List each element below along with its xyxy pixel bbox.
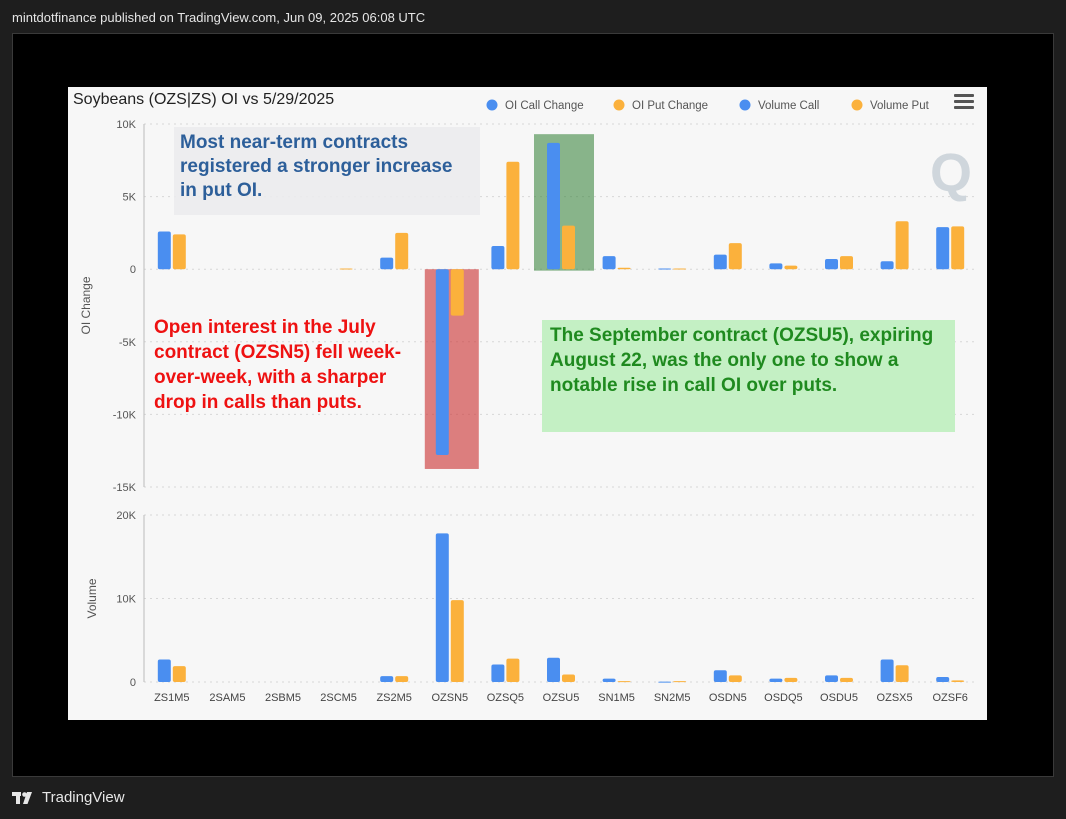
oi-volume-chart: 10K 5K 0 -5K -10K -15K 20K 10K 0 ZS1M5 2SAM5 2SBM5 2…: [73, 91, 978, 704]
y-tick-label: 5K: [123, 192, 137, 204]
oi-bar: [450, 269, 464, 316]
oi-bar: [784, 265, 798, 270]
volume-bar: [895, 665, 909, 682]
oi-bar: [880, 261, 894, 270]
volume-bar: [435, 533, 449, 682]
volume-bar: [172, 666, 186, 682]
oi-bar: [728, 243, 742, 270]
x-tick-label: OZSF6: [932, 692, 967, 704]
volume-bar: [506, 658, 520, 682]
y-axis-title: Volume: [85, 578, 99, 618]
oi-bar: [936, 227, 950, 270]
volume-bar: [450, 600, 464, 682]
oi-bar: [825, 259, 838, 270]
legend-marker: [851, 99, 863, 111]
x-tick-label: OSDU5: [820, 692, 858, 704]
oi-bar: [562, 225, 575, 270]
red-annotation: Open interest in the July contract (OZSN…: [154, 317, 402, 413]
volume-bar: [617, 681, 631, 683]
x-tick-label: OZSN5: [431, 692, 468, 704]
volume-bar: [713, 670, 727, 682]
legend-marker: [739, 99, 751, 111]
volume-bar: [825, 675, 838, 682]
y-tick-label: -5K: [119, 337, 137, 349]
x-tick-label: 2SBM5: [265, 692, 301, 704]
oi-bar: [547, 142, 560, 270]
x-tick-label: ZS2M5: [376, 692, 411, 704]
legend-marker: [486, 99, 498, 111]
publisher-header: mintdotfinance published on TradingView.…: [12, 10, 426, 25]
oi-bar: [380, 257, 394, 270]
y-tick-label: -10K: [113, 409, 137, 421]
x-tick-label: OSDN5: [709, 692, 747, 704]
volume-bar: [380, 676, 394, 682]
x-tick-label: OZSQ5: [487, 692, 524, 704]
oi-bar: [172, 234, 186, 270]
legend-label: OI Call Change: [505, 100, 584, 112]
chart-panel: 10K 5K 0 -5K -10K -15K 20K 10K 0 ZS1M5 2SAM5 2SBM5 2…: [68, 87, 987, 720]
oi-bar: [658, 268, 672, 270]
oi-bar: [713, 254, 727, 270]
footer-brand: TradingView: [42, 789, 125, 806]
volume-bar: [728, 675, 742, 682]
tradingview-logo-icon: [12, 791, 32, 804]
oi-bar: [769, 263, 783, 270]
legend-label: Volume Put: [870, 100, 930, 112]
y-tick-label: 10K: [116, 119, 136, 131]
y-tick-label: -15K: [113, 482, 137, 494]
y-tick-label: 10K: [116, 594, 136, 606]
volume-bar: [491, 664, 505, 682]
volume-bar: [769, 678, 783, 682]
x-tick-label: SN1M5: [598, 692, 635, 704]
oi-bar: [840, 256, 853, 270]
legend-marker: [613, 99, 625, 111]
tradingview-footer[interactable]: TradingView: [12, 789, 125, 806]
volume-bar: [880, 659, 894, 682]
legend-label: Volume Call: [758, 100, 819, 112]
oi-bar: [157, 231, 171, 270]
x-tick-label: OSDQ5: [764, 692, 803, 704]
volume-bar: [673, 681, 687, 683]
y-tick-label: 0: [130, 264, 136, 276]
y-axis-title: OI Change: [79, 276, 93, 334]
volume-bar: [951, 680, 965, 682]
oi-bar: [617, 267, 631, 270]
green-annotation: The September contract (OZSU5), expiring…: [542, 320, 955, 432]
hamburger-menu-icon[interactable]: [954, 94, 974, 110]
x-tick-label: OZSU5: [543, 692, 580, 704]
y-tick-label: 20K: [116, 510, 136, 522]
x-tick-label: 2SAM5: [209, 692, 245, 704]
watermark-logo: Q: [930, 143, 972, 203]
x-tick-label: OZSX5: [877, 692, 913, 704]
oi-bar: [435, 269, 449, 456]
oi-bar: [673, 268, 687, 270]
volume-bar: [602, 678, 616, 682]
legend-label: OI Put Change: [632, 100, 708, 112]
x-tick-label: 2SCM5: [320, 692, 357, 704]
oi-bar: [395, 232, 409, 270]
oi-bar: [602, 256, 616, 270]
volume-bar: [395, 676, 409, 682]
volume-bar: [840, 677, 853, 682]
y-tick-label: 0: [130, 677, 136, 689]
oi-bar: [506, 161, 520, 270]
oi-bar: [895, 221, 909, 270]
chart-title: Soybeans (OZS|ZS) OI vs 5/29/2025: [73, 91, 334, 108]
x-tick-label: ZS1M5: [154, 692, 189, 704]
volume-bar: [784, 677, 798, 682]
volume-bar: [157, 659, 171, 682]
volume-bar: [562, 674, 575, 682]
blue-annotation: Most near-term contracts registered a st…: [174, 127, 480, 215]
oi-bar: [951, 226, 965, 270]
volume-bar: [658, 681, 672, 683]
volume-bar: [936, 676, 950, 682]
x-tick-label: SN2M5: [654, 692, 691, 704]
oi-bar: [491, 245, 505, 270]
oi-bar: [339, 268, 353, 270]
volume-bar: [547, 657, 560, 682]
